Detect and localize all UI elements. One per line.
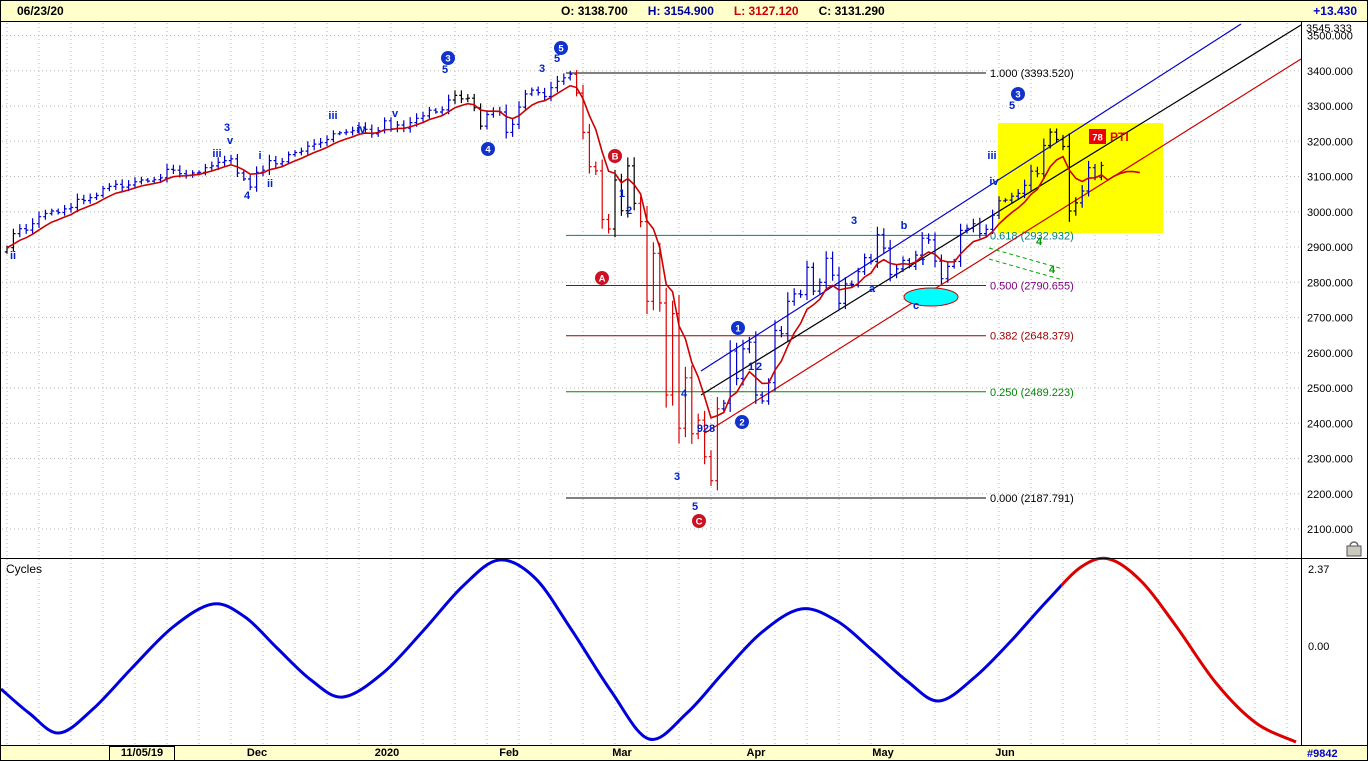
svg-text:ii: ii: [10, 250, 16, 262]
svg-text:PTI: PTI: [1110, 130, 1129, 144]
svg-text:iv: iv: [989, 176, 999, 188]
svg-text:4: 4: [1036, 236, 1043, 248]
svg-text:78: 78: [1092, 133, 1103, 144]
open-quote: O: 3138.700: [561, 4, 628, 18]
svg-text:2800.000: 2800.000: [1307, 277, 1353, 289]
svg-text:A: A: [599, 274, 606, 285]
quote-date: 06/23/20: [17, 4, 64, 18]
svg-text:0.500 (2790.655): 0.500 (2790.655): [990, 281, 1074, 293]
svg-text:b: b: [901, 220, 908, 232]
svg-text:3: 3: [1015, 90, 1020, 101]
svg-text:5: 5: [558, 44, 564, 55]
time-axis: #9842 11/05/19 Dec 2020 Feb Mar Apr May Jun: [1, 746, 1367, 760]
price-axis-top-value: 3545.333: [1306, 23, 1352, 35]
svg-text:1: 1: [735, 324, 741, 335]
svg-text:B: B: [612, 152, 619, 163]
svg-text:iii: iii: [212, 148, 221, 160]
svg-text:928: 928: [697, 423, 715, 435]
x-axis-label: Dec: [246, 747, 268, 759]
svg-text:v: v: [227, 135, 234, 147]
svg-text:2200.000: 2200.000: [1307, 489, 1353, 501]
svg-text:4: 4: [681, 388, 688, 400]
pti-highlight-box: [998, 123, 1163, 233]
svg-text:5: 5: [554, 53, 560, 65]
fib-retracement-lines: 1.000 (3393.520) 0.618 (2932.932) 0.500 (2…: [566, 68, 1074, 505]
high-quote: H: 3154.900: [647, 4, 714, 18]
svg-text:0.250 (2489.223): 0.250 (2489.223): [990, 387, 1074, 399]
svg-text:0.000 (2187.791): 0.000 (2187.791): [990, 493, 1074, 505]
x-axis-label: 11/05/19: [109, 746, 175, 760]
cycles-oscillator: [1, 556, 1297, 744]
svg-text:0.618 (2932.932): 0.618 (2932.932): [990, 230, 1074, 242]
x-axis-label: May: [872, 747, 894, 759]
svg-text:3500.000: 3500.000: [1307, 31, 1353, 43]
cycles-max-value: 2.37: [1308, 564, 1329, 576]
pane-borders: [1, 22, 1367, 746]
svg-text:c: c: [913, 300, 919, 312]
svg-text:2: 2: [739, 418, 744, 429]
x-axis-label: Jun: [995, 747, 1015, 759]
x-axis-label: 2020: [374, 747, 400, 759]
svg-text:iv: iv: [356, 124, 366, 136]
svg-text:2400.000: 2400.000: [1307, 418, 1353, 430]
svg-text:3400.000: 3400.000: [1307, 66, 1353, 78]
cycles-pane-label: Cycles: [6, 562, 42, 576]
svg-text:4: 4: [244, 190, 251, 202]
svg-text:5: 5: [692, 501, 698, 513]
svg-text:1: 1: [619, 188, 625, 200]
svg-text:0.382 (2648.379): 0.382 (2648.379): [990, 331, 1074, 343]
svg-text:3: 3: [224, 122, 230, 134]
trend-channel-lines: [700, 23, 1302, 434]
svg-text:a: a: [869, 283, 876, 295]
x-axis-label: Mar: [612, 747, 632, 759]
net-change: +13.430: [1313, 4, 1357, 18]
close-quote: C: 3131.290: [818, 4, 885, 18]
chart-corner-icon[interactable]: [1346, 541, 1362, 557]
svg-text:3300.000: 3300.000: [1307, 101, 1353, 113]
svg-text:4: 4: [485, 145, 491, 156]
price-bars: [4, 70, 1104, 491]
svg-text:3: 3: [539, 63, 545, 75]
svg-text:3200.000: 3200.000: [1307, 136, 1353, 148]
price-axis: 3500.000 3400.000 3300.000 3200.000 3100.000…: [1307, 31, 1353, 537]
svg-text:2600.000: 2600.000: [1307, 348, 1353, 360]
svg-text:iii: iii: [987, 150, 996, 162]
svg-text:ii: ii: [267, 178, 273, 190]
cyan-highlight-ellipse: [903, 287, 959, 307]
svg-text:2100.000: 2100.000: [1307, 524, 1353, 536]
svg-text:3: 3: [674, 471, 680, 483]
svg-text:f: f: [921, 256, 925, 268]
svg-text:2300.000: 2300.000: [1307, 454, 1353, 466]
svg-text:2: 2: [626, 205, 632, 217]
svg-text:2700.000: 2700.000: [1307, 313, 1353, 325]
svg-text:3000.000: 3000.000: [1307, 207, 1353, 219]
svg-text:2900.000: 2900.000: [1307, 242, 1353, 254]
x-axis-label: Feb: [499, 747, 519, 759]
quote-bar: 06/23/20 O: 3138.700 H: 3154.900 L: 3127…: [1, 1, 1367, 22]
cycles-zero-value: 0.00: [1308, 641, 1329, 653]
svg-text:3100.000: 3100.000: [1307, 172, 1353, 184]
svg-text:5: 5: [1009, 100, 1015, 112]
pti-indicator-label: 78 PTI: [1089, 129, 1129, 144]
low-quote: L: 3127.120: [733, 4, 799, 18]
moving-average-line: [6, 84, 1140, 419]
svg-text:1.000 (3393.520): 1.000 (3393.520): [990, 68, 1074, 80]
chart-id-counter: #9842: [1307, 748, 1338, 760]
svg-text:3: 3: [851, 215, 857, 227]
svg-text:5: 5: [442, 64, 448, 76]
svg-text:2500.000: 2500.000: [1307, 383, 1353, 395]
svg-text:4: 4: [1049, 264, 1056, 276]
x-axis-label: Apr: [746, 747, 766, 759]
svg-text:1: 1: [748, 361, 754, 373]
svg-text:iii: iii: [328, 110, 337, 122]
chart-canvas[interactable]: 3545.333 Cycles 2.37 0.00 1.000 (3393.52…: [1, 22, 1368, 746]
svg-text:3: 3: [445, 54, 450, 65]
svg-text:C: C: [696, 517, 703, 528]
svg-text:v: v: [392, 108, 399, 120]
ohlc-quote-group: O: 3138.700 H: 3154.900 L: 3127.120 C: 3…: [561, 1, 885, 21]
svg-text:2: 2: [756, 361, 762, 373]
svg-text:i: i: [258, 150, 261, 162]
